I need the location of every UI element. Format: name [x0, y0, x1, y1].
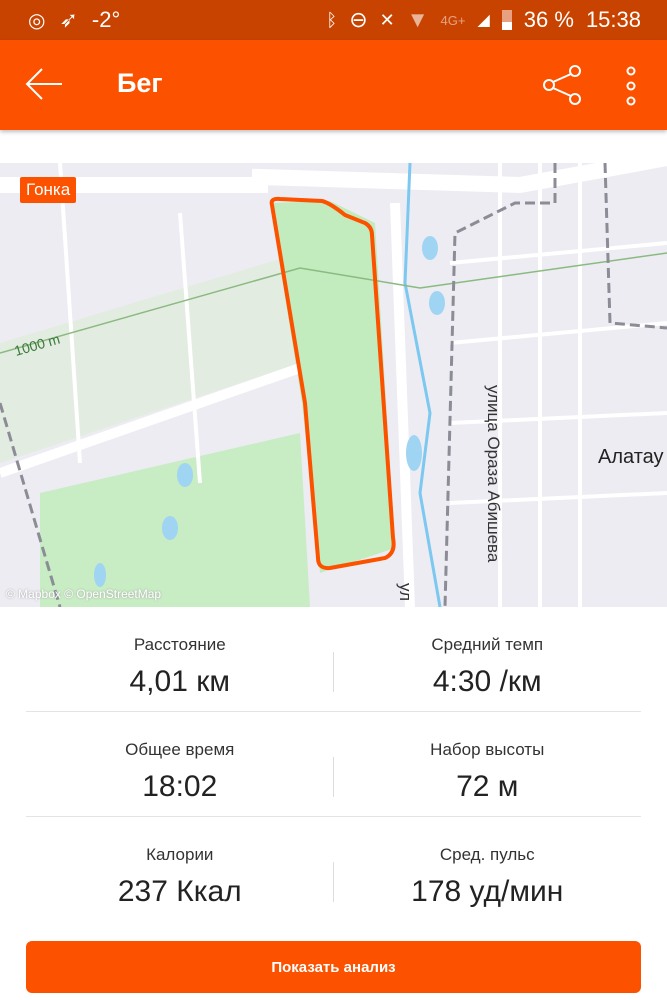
whatsapp-icon: ◎ — [28, 9, 46, 32]
stats-row: Общее время 18:02 Набор высоты 72 м — [26, 712, 641, 817]
map-canvas: 1000 m улица Ораза Абишева Алатау ул — [0, 163, 667, 607]
stat-label: Калории — [146, 845, 214, 864]
stat-value: 178 уд/мин — [411, 875, 564, 908]
stat-elevation-gain: Набор высоты 72 м — [334, 712, 642, 816]
dnd-icon: ⊖ — [349, 7, 368, 32]
stat-avg-pace: Средний темп 4:30 /км — [334, 607, 642, 711]
app-bar: Бег — [0, 40, 667, 130]
muted-call-icon: ✕ — [379, 9, 395, 30]
back-arrow-icon[interactable] — [24, 66, 64, 102]
stat-value: 4:30 /км — [432, 665, 542, 698]
bluetooth-icon: ᛒ — [326, 9, 338, 30]
stat-value: 4,01 км — [129, 665, 230, 698]
stat-elapsed-time: Общее время 18:02 — [26, 712, 334, 816]
network-type: 4G+ — [440, 12, 466, 28]
header-spacer — [0, 130, 667, 163]
route-path — [269, 196, 396, 571]
race-badge: Гонка — [20, 177, 77, 203]
more-options-icon[interactable] — [620, 65, 642, 107]
street-label: улица Ораза Абишева — [484, 385, 503, 563]
street-short-label: ул — [396, 583, 415, 601]
district-label: Алатау — [598, 446, 664, 468]
battery-icon — [501, 10, 512, 30]
signal-icon: ◢ — [477, 12, 490, 29]
divider — [333, 757, 334, 797]
stat-label: Общее время — [125, 740, 235, 759]
stats-row: Калории 237 Ккал Сред. пульс 178 уд/мин — [26, 817, 641, 922]
status-bar: ◎ ➶ -2° ᛒ ⊖ ✕ ▼ 4G+ ◢ 36 % 15:38 — [0, 0, 667, 40]
temperature: -2° — [91, 7, 121, 32]
map-attribution[interactable]: © Mapbox © OpenStreetMap — [6, 587, 162, 601]
stat-value: 237 Ккал — [117, 875, 242, 908]
stats-grid: Расстояние 4,01 км Средний темп 4:30 /км О… — [0, 607, 667, 922]
stat-label: Расстояние — [133, 635, 226, 654]
page-title: Бег — [117, 68, 163, 98]
stat-value: 72 м — [456, 770, 519, 803]
stat-value: 18:02 — [142, 770, 218, 803]
divider — [333, 652, 334, 692]
stats-row: Расстояние 4,01 км Средний темп 4:30 /км — [26, 607, 641, 712]
stat-calories: Калории 237 Ккал — [26, 817, 334, 922]
stat-label: Сред. пульс — [439, 845, 535, 864]
share-icon[interactable] — [542, 64, 582, 106]
navigation-icon: ➶ — [59, 7, 78, 32]
clock: 15:38 — [585, 7, 641, 32]
stat-avg-heart-rate: Сред. пульс 178 уд/мин — [334, 817, 642, 922]
wifi-icon: ▼ — [406, 7, 429, 32]
show-analysis-button[interactable]: Показать анализ — [26, 941, 641, 993]
route-map[interactable]: 1000 m улица Ораза Абишева Алатау ул Гон… — [0, 163, 667, 607]
stat-distance: Расстояние 4,01 км — [26, 607, 334, 711]
divider — [333, 862, 334, 902]
battery-level: 36 % — [523, 7, 574, 32]
stat-label: Набор высоты — [430, 740, 545, 759]
stat-label: Средний темп — [431, 635, 544, 654]
